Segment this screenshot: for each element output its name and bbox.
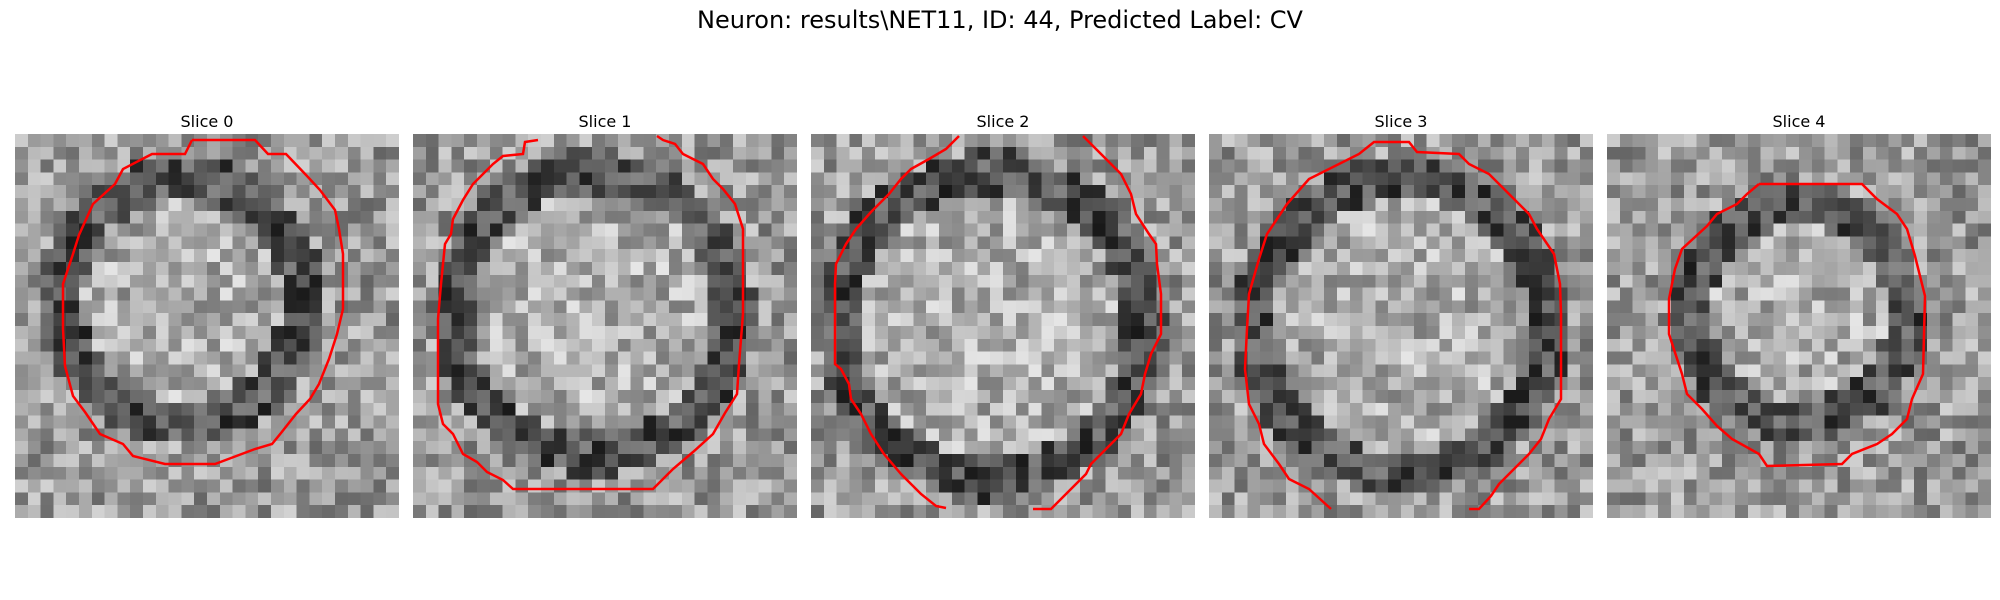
contour-line <box>436 134 745 491</box>
slice-panel-1: Slice 1 <box>413 110 797 518</box>
slice-image <box>1607 134 1991 518</box>
figure-title: Neuron: results\NET11, ID: 44, Predicted… <box>697 6 1303 34</box>
contour-line <box>1243 140 1563 511</box>
contour-line <box>833 135 960 510</box>
cell-contour <box>833 135 1163 511</box>
slice-panel-0: Slice 0 <box>15 110 399 518</box>
slice-title: Slice 4 <box>1772 112 1826 131</box>
slice-image <box>15 134 399 518</box>
cell-contour <box>61 138 345 466</box>
cell-contour <box>436 134 745 491</box>
cell-contour <box>1243 140 1563 511</box>
slice-title: Slice 0 <box>180 112 234 131</box>
slice-image <box>413 134 797 518</box>
slice-panel-3: Slice 3 <box>1209 110 1593 518</box>
slice-panel-4: Slice 4 <box>1607 110 1991 518</box>
contour-line <box>1667 182 1927 468</box>
cell-contour <box>1667 182 1927 468</box>
slice-title: Slice 1 <box>578 112 632 131</box>
slice-title: Slice 3 <box>1374 112 1428 131</box>
slice-panel-2: Slice 2 <box>811 110 1195 518</box>
contour-line <box>61 138 345 466</box>
slice-title: Slice 2 <box>976 112 1030 131</box>
contour-line <box>1033 135 1163 511</box>
